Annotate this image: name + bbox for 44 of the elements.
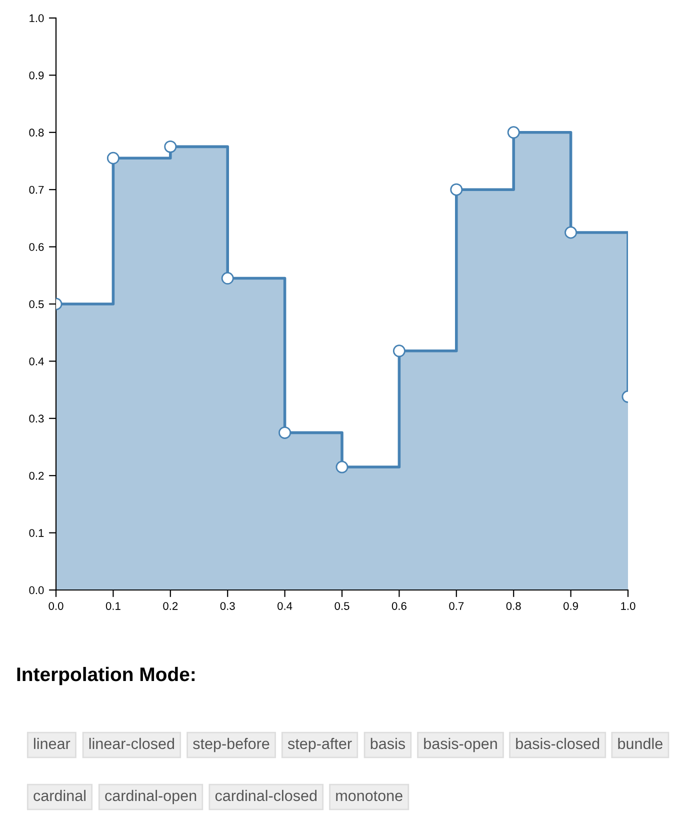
text: bundle [618,738,662,750]
x-tick-label: 0.8 [506,602,521,610]
point [507,126,520,139]
y-tick-label: 0.5 [29,300,44,308]
y-tick-label: 0.2 [29,472,44,480]
text: cardinal-open [105,790,196,804]
y-tick-label: 0.4 [29,357,44,366]
text: Interpolation Mode: [17,666,195,686]
y-tick-label: 1.0 [30,14,44,22]
x-tick-label: 0.1 [106,602,120,610]
x-tick-label: 0.7 [449,602,464,610]
y-tick-label: 0.8 [29,128,44,137]
text: linear [34,738,70,750]
text: monotone [336,791,402,802]
x-tick-label: 0.6 [392,602,406,610]
x-tick-label: 0.2 [163,602,178,610]
point [221,272,234,285]
text: cardinal [34,790,86,802]
point [564,226,578,239]
y-tick-label: 0.9 [29,71,44,80]
x-tick-label: 0.3 [220,602,235,610]
point [392,344,406,358]
y-tick-label: 0.0 [29,586,44,594]
text: cardinal-closed [215,790,317,802]
text: step-before [193,738,270,752]
point [106,152,120,164]
point [164,140,177,153]
text: basis-open [424,738,497,752]
text: linear-closed [89,738,174,750]
x-tick-label: 0.0 [48,602,64,610]
x-tick-label: 0.5 [334,602,350,610]
text: step-after [288,738,352,752]
point [450,183,463,196]
y-tick-label: 0.7 [29,186,44,194]
x-tick-label: 1.0 [621,602,636,610]
text: basis [370,738,405,750]
y-tick-label: 0.3 [29,414,44,423]
text: basis-closed [516,738,600,750]
x-tick-label: 0.4 [278,602,292,610]
point [278,426,292,439]
y-tick-label: 0.1 [29,529,44,537]
y-tick-label: 0.6 [29,243,44,251]
point [336,460,348,474]
x-tick-label: 0.9 [564,602,578,610]
